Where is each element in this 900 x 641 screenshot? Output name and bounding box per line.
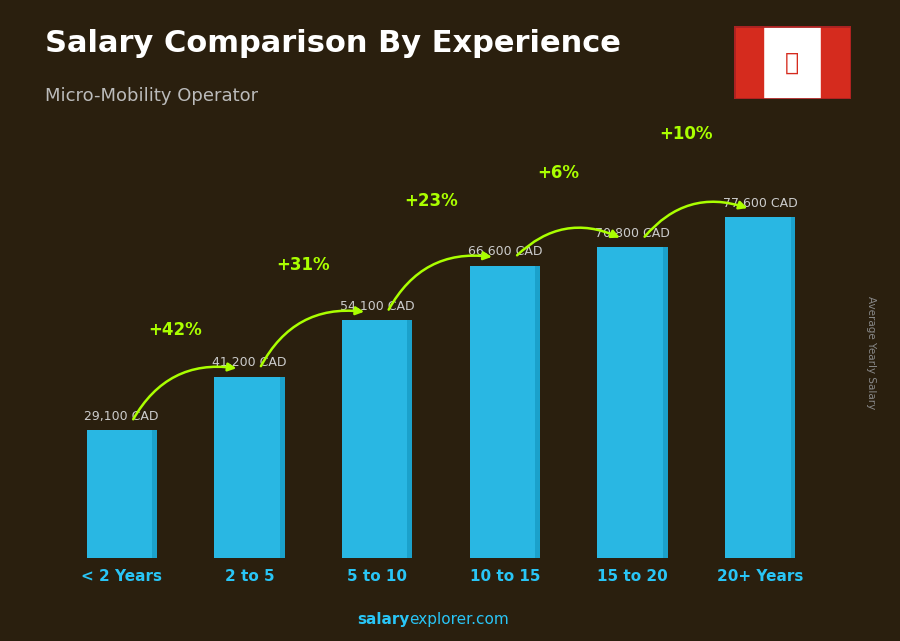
Text: 54,100 CAD: 54,100 CAD (340, 300, 414, 313)
Bar (790, 217, 796, 558)
Text: 29,100 CAD: 29,100 CAD (85, 410, 159, 422)
Bar (734, 26, 763, 99)
Bar (152, 430, 157, 558)
Text: 70,800 CAD: 70,800 CAD (595, 227, 670, 240)
Bar (280, 377, 284, 558)
Bar (86, 430, 157, 558)
Text: 66,600 CAD: 66,600 CAD (468, 245, 542, 258)
Text: +10%: +10% (660, 125, 713, 143)
Text: 🍁: 🍁 (785, 51, 799, 74)
Bar (408, 320, 412, 558)
Text: Salary Comparison By Experience: Salary Comparison By Experience (45, 29, 621, 58)
Text: explorer.com: explorer.com (410, 612, 509, 627)
Text: salary: salary (357, 612, 410, 627)
Bar (725, 217, 796, 558)
Bar (536, 265, 540, 558)
Text: +42%: +42% (148, 322, 202, 340)
Bar (214, 377, 284, 558)
Text: +6%: +6% (537, 164, 580, 182)
Text: 77,600 CAD: 77,600 CAD (723, 197, 797, 210)
Text: 41,200 CAD: 41,200 CAD (212, 356, 286, 369)
Bar (662, 247, 668, 558)
Bar (342, 320, 412, 558)
Text: +31%: +31% (276, 256, 330, 274)
Text: +23%: +23% (404, 192, 458, 210)
Bar (470, 265, 540, 558)
Bar (598, 247, 668, 558)
Text: Average Yearly Salary: Average Yearly Salary (866, 296, 877, 409)
Text: Micro-Mobility Operator: Micro-Mobility Operator (45, 87, 258, 104)
Bar (821, 26, 850, 99)
